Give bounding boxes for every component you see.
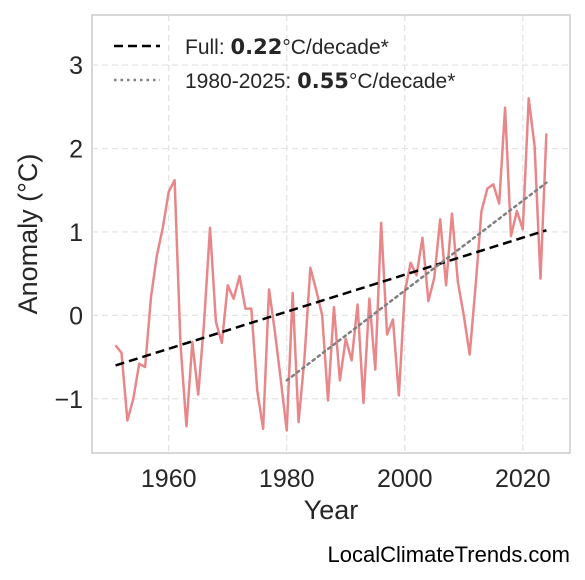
x-tick-label: 1960 (141, 465, 197, 493)
series-layer (114, 97, 548, 432)
recent-trend-line (285, 181, 548, 382)
y-tick-label: 1 (69, 219, 83, 247)
x-axis-label: Year (304, 495, 359, 525)
y-tick-label: 0 (69, 302, 83, 330)
watermark: LocalClimateTrends.com (327, 542, 571, 567)
x-tick-label: 2000 (377, 465, 433, 493)
legend: Full: 0.22°C/decade* 1980-2025: 0.55°C/d… (114, 35, 455, 93)
x-tick-label: 1980 (259, 465, 315, 493)
full-trend-line (115, 229, 547, 367)
anomaly-series-line (114, 97, 548, 432)
y-tick-labels: −1 0 1 2 3 (54, 52, 83, 414)
y-tick-label: 3 (69, 52, 83, 80)
y-axis-label: Anomaly (°C) (13, 154, 43, 315)
y-tick-label: −1 (54, 386, 83, 414)
x-tick-label: 2020 (495, 465, 551, 493)
plot-area (91, 14, 571, 454)
x-tick-labels: 1960 1980 2000 2020 (141, 465, 551, 493)
y-tick-label: 2 (69, 135, 83, 163)
legend-full-label: Full: 0.22°C/decade* (185, 35, 389, 59)
legend-recent-label: 1980-2025: 0.55°C/decade* (185, 69, 455, 93)
